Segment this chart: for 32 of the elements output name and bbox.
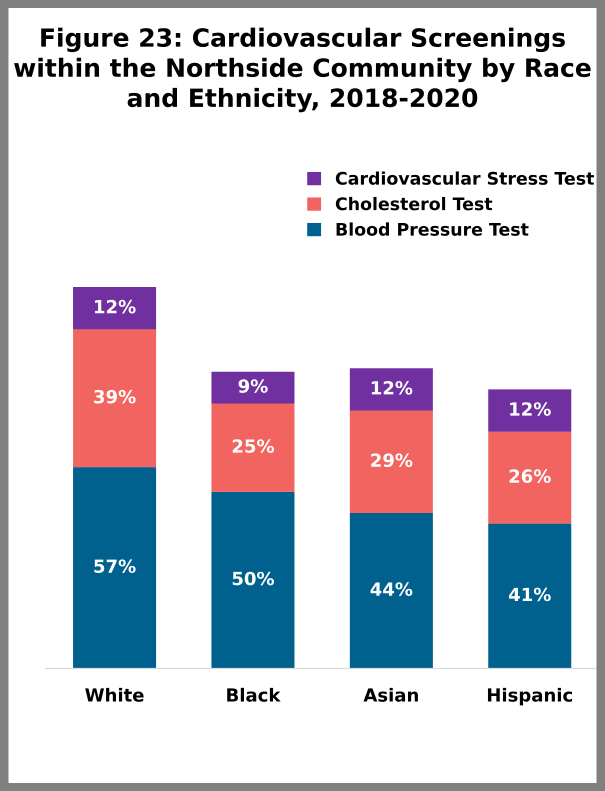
chart-title: Figure 23: Cardiovascular Screenings within the Northside Community by Race and Ethnicity, 2018-2020 (14, 28, 591, 112)
legend-label: Cholesterol Test (336, 196, 492, 210)
data-label: 57% (94, 559, 136, 573)
bar (73, 329, 156, 468)
x-tick-label: Hispanic (488, 688, 572, 706)
legend-label: Cardiovascular Stress Test (336, 171, 594, 185)
x-tick-label: Black (227, 688, 281, 702)
data-label: 41% (508, 588, 551, 602)
data-label: 44% (370, 582, 412, 596)
x-tick-label: White (85, 688, 144, 702)
data-label: 50% (232, 572, 274, 586)
bar (73, 287, 156, 330)
data-label: 12% (510, 402, 551, 416)
data-label: 9% (238, 379, 268, 393)
data-label: 26% (510, 469, 551, 483)
data-label: 12% (95, 300, 136, 314)
bar (211, 492, 294, 668)
data-label: 25% (232, 439, 274, 453)
bar (488, 432, 572, 524)
bar (350, 410, 433, 514)
bar (350, 368, 433, 411)
bar (211, 404, 294, 492)
bar (488, 389, 572, 432)
bar (350, 513, 433, 668)
data-label: 39% (94, 390, 136, 404)
bar (73, 467, 156, 668)
data-label: 29% (371, 453, 412, 468)
legend-label: Blood Pressure Test (336, 222, 529, 236)
bar (211, 372, 294, 404)
data-label: 12% (372, 381, 412, 395)
x-tick-label: Asian (363, 688, 418, 702)
bar (488, 524, 572, 668)
